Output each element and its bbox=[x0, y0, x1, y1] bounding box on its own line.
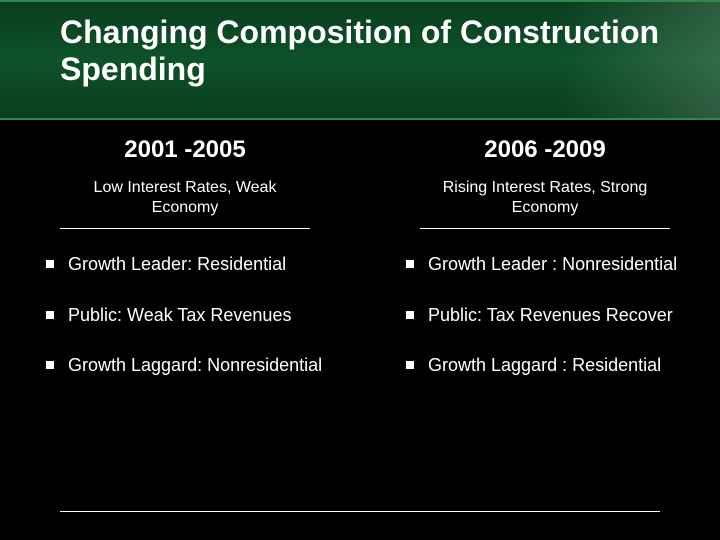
left-subheader: Low Interest Rates, Weak Economy bbox=[40, 178, 330, 218]
right-period-header: 2006 -2009 bbox=[400, 136, 690, 164]
left-period-header: 2001 -2005 bbox=[40, 136, 330, 164]
right-subheader: Rising Interest Rates, Strong Economy bbox=[400, 178, 690, 218]
content-area: 2001 -2005 Low Interest Rates, Weak Econ… bbox=[0, 130, 720, 540]
list-item: Growth Laggard : Residential bbox=[400, 354, 690, 377]
left-column: 2001 -2005 Low Interest Rates, Weak Econ… bbox=[0, 130, 360, 540]
left-divider bbox=[60, 228, 310, 229]
list-item: Public: Weak Tax Revenues bbox=[40, 304, 330, 327]
list-item: Growth Leader : Nonresidential bbox=[400, 253, 690, 276]
list-item: Growth Laggard: Nonresidential bbox=[40, 354, 330, 377]
list-item: Growth Leader: Residential bbox=[40, 253, 330, 276]
right-column: 2006 -2009 Rising Interest Rates, Strong… bbox=[360, 130, 720, 540]
right-bullets: Growth Leader : Nonresidential Public: T… bbox=[400, 253, 690, 377]
list-item: Public: Tax Revenues Recover bbox=[400, 304, 690, 327]
slide-title: Changing Composition of Construction Spe… bbox=[60, 14, 720, 88]
left-bullets: Growth Leader: Residential Public: Weak … bbox=[40, 253, 330, 377]
bottom-divider bbox=[60, 511, 660, 512]
right-divider bbox=[420, 228, 670, 229]
